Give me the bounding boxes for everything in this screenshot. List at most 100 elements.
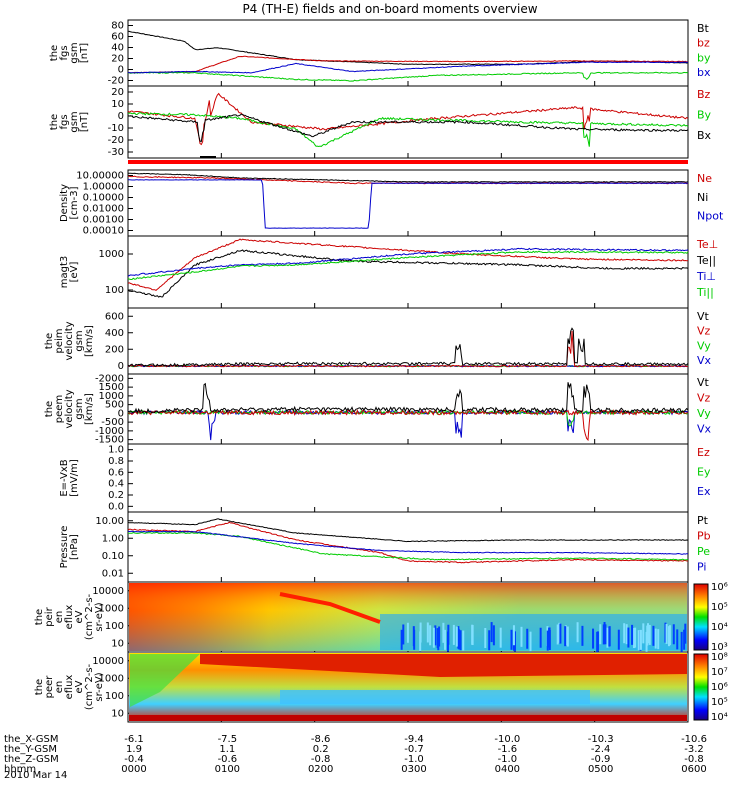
spectrogram-noise: [499, 627, 502, 648]
series-bz: [127, 55, 689, 74]
spectrogram-noise: [429, 625, 432, 646]
ephemeris-value: -10.6: [681, 734, 707, 745]
ytick-label: 1000: [99, 603, 124, 614]
spectrogram-noise: [492, 625, 495, 646]
colorbar-label: 10⁷: [711, 667, 728, 678]
legend-entry: Pi: [697, 561, 706, 574]
ytick-label: 0.10: [102, 551, 124, 562]
spectrogram-noise: [608, 626, 611, 647]
ytick-label: 0: [118, 408, 124, 419]
spectrogram-noise: [625, 624, 628, 645]
ylabel-line: eflux: [64, 675, 75, 700]
ytick-label: 40: [111, 43, 124, 54]
ytick-label: 20: [111, 54, 124, 65]
legend-entry: Pb: [697, 530, 711, 543]
ephemeris-value: -0.7: [404, 744, 424, 755]
colorbar-label: 10⁶: [711, 682, 728, 693]
spectrogram-noise: [413, 629, 416, 650]
spectrogram-floor: [129, 715, 687, 721]
spectrogram-noise: [529, 631, 532, 652]
spectrogram-noise: [434, 625, 437, 646]
ephemeris-value: -1.0: [404, 754, 424, 765]
ylabel-line: (cm^2-s-: [84, 593, 95, 640]
spectrogram-noise: [548, 627, 551, 648]
ylabel-line: the: [49, 45, 60, 61]
spectrogram-noise: [632, 628, 635, 649]
spectrogram-noise: [513, 631, 516, 652]
series-Vt: [127, 382, 689, 414]
ytick-label: 0.00100: [83, 215, 124, 226]
series-Pt: [127, 518, 689, 543]
legend-entry: Ez: [697, 446, 710, 459]
spectrogram-noise: [436, 628, 439, 649]
panel-frame: [127, 235, 689, 309]
legend-entry: by: [697, 51, 711, 64]
spectrogram-noise: [558, 622, 561, 643]
ytick-label: 0.6: [108, 467, 124, 478]
ephemeris-value: -0.4: [124, 754, 144, 765]
ytick-label: 0.01000: [83, 204, 124, 215]
ytick-label: 1000: [99, 673, 124, 684]
spectrogram-noise: [606, 627, 609, 648]
ylabel-line: [cm-3]: [69, 186, 80, 219]
spectrogram-noise: [510, 629, 513, 650]
legend-entry: Vz: [697, 392, 711, 405]
ytick-label: 0.00010: [83, 226, 124, 237]
spectrogram-noise: [623, 623, 626, 644]
ephemeris-value: -10.3: [588, 734, 614, 745]
ytick-label: 600: [105, 311, 124, 322]
legend-entry: Bt: [697, 22, 710, 35]
panel-frame: [127, 511, 689, 583]
spectrogram-noise: [637, 630, 640, 651]
spectrogram-noise: [634, 627, 637, 648]
ylabel-line: the: [34, 609, 45, 625]
ylabel-line: peer: [44, 675, 55, 699]
spectrogram-noise: [667, 626, 670, 647]
series-Bx: [127, 113, 689, 143]
ytick-label: 1000: [99, 391, 124, 402]
series-Pb: [127, 521, 689, 564]
ephemeris-value: -9.4: [404, 734, 424, 745]
spectrogram-noise: [581, 625, 584, 646]
ephemeris-value: 0.2: [313, 744, 329, 755]
ytick-label: -2000: [95, 373, 124, 384]
spectrogram-noise: [444, 629, 447, 650]
ylabel-line: fgs: [59, 114, 70, 129]
spectrogram-noise: [642, 623, 645, 644]
ephemeris-value: 1.9: [126, 744, 142, 755]
legend-entry: Ey: [697, 465, 711, 478]
ylabel-line: Pressure: [59, 526, 70, 569]
colorbar-label: 10⁵: [711, 697, 728, 708]
legend-entry: By: [697, 109, 712, 122]
panel-frame: [127, 19, 689, 87]
ytick-label: 20: [111, 87, 124, 98]
spectrogram-noise: [648, 624, 651, 645]
series-Bt: [127, 30, 689, 66]
spectrogram-noise: [546, 630, 549, 651]
colorbar-label: 10⁵: [711, 602, 728, 613]
spectrogram-noise: [556, 624, 559, 645]
legend-entry: Bx: [697, 129, 712, 142]
spectrogram-early: [130, 654, 200, 707]
colorbar: [693, 653, 709, 721]
ylabel-line: magt3: [59, 256, 70, 289]
ytick-label: 400: [105, 328, 124, 339]
ylabel-line: peem: [54, 395, 65, 423]
spectrogram-noise: [459, 630, 462, 651]
ytick-label: 0: [118, 111, 124, 122]
spectrogram-noise: [559, 623, 562, 644]
ephemeris-label: the_Z-GSM: [4, 754, 59, 765]
ytick-label: -30: [108, 147, 124, 158]
legend-entry: Ne: [697, 172, 712, 185]
flag-mark: [200, 156, 216, 158]
ephemeris-value: -0.6: [218, 754, 238, 765]
ytick-label: 0: [118, 65, 124, 76]
ephemeris-value: -1.6: [498, 744, 518, 755]
legend-entry: Ti||: [696, 286, 714, 299]
legend-entry: bz: [697, 37, 710, 50]
spectrogram-noise: [564, 626, 567, 647]
ephemeris-label: the_Y-GSM: [4, 744, 57, 755]
ytick-label: -20: [108, 135, 124, 146]
ephemeris-value: -7.5: [218, 734, 238, 745]
spectrogram-noise: [455, 626, 458, 647]
